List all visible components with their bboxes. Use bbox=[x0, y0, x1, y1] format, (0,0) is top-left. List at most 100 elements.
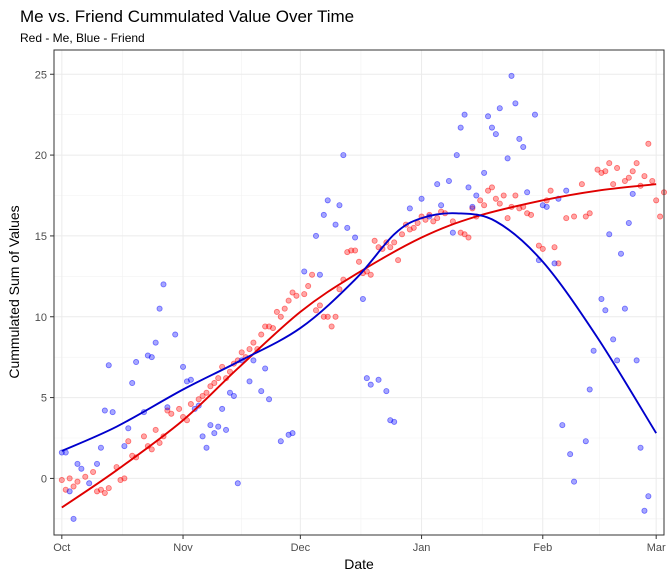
data-point bbox=[70, 483, 77, 490]
data-point bbox=[74, 478, 81, 485]
data-point bbox=[176, 405, 183, 412]
data-point bbox=[641, 173, 648, 180]
data-point bbox=[473, 192, 480, 199]
data-point bbox=[621, 177, 628, 184]
data-point bbox=[637, 444, 644, 451]
data-point bbox=[563, 215, 570, 222]
y-tick-label: 5 bbox=[41, 393, 47, 405]
trend-line bbox=[61, 212, 657, 452]
data-point bbox=[602, 307, 609, 314]
data-point bbox=[625, 174, 632, 181]
data-point bbox=[657, 213, 664, 220]
data-point bbox=[187, 401, 194, 408]
data-point bbox=[156, 305, 163, 312]
data-point bbox=[363, 268, 370, 275]
data-point bbox=[340, 152, 347, 159]
data-point bbox=[582, 213, 589, 220]
data-point bbox=[352, 247, 359, 254]
data-point bbox=[488, 184, 495, 191]
data-point bbox=[610, 181, 617, 188]
x-tick-label: Nov bbox=[173, 542, 193, 554]
data-point bbox=[148, 446, 155, 453]
data-point bbox=[418, 195, 425, 202]
data-point bbox=[586, 210, 593, 217]
data-point bbox=[172, 331, 179, 338]
data-point bbox=[453, 152, 460, 159]
data-point bbox=[238, 349, 245, 356]
data-point bbox=[449, 229, 456, 236]
data-point bbox=[465, 184, 472, 191]
data-point bbox=[78, 465, 85, 472]
data-point bbox=[121, 475, 128, 482]
data-point bbox=[469, 205, 476, 212]
data-point bbox=[164, 404, 171, 411]
data-point bbox=[316, 271, 323, 278]
data-point bbox=[94, 460, 101, 467]
data-point bbox=[629, 190, 636, 197]
data-point bbox=[504, 155, 511, 162]
data-point bbox=[438, 202, 445, 209]
data-point bbox=[551, 260, 558, 267]
data-point bbox=[465, 234, 472, 241]
data-point bbox=[481, 169, 488, 176]
data-point bbox=[367, 271, 374, 278]
y-axis-title: Cummulated Sum of Values bbox=[6, 205, 22, 378]
data-point bbox=[223, 426, 230, 433]
data-point bbox=[289, 430, 296, 437]
data-point bbox=[152, 339, 159, 346]
data-point bbox=[610, 336, 617, 343]
data-point bbox=[74, 460, 81, 467]
data-point bbox=[528, 211, 535, 218]
data-point bbox=[352, 234, 359, 241]
data-point bbox=[504, 215, 511, 222]
data-point bbox=[551, 244, 558, 251]
data-point bbox=[512, 100, 519, 107]
data-point bbox=[168, 410, 175, 417]
data-point bbox=[215, 423, 222, 430]
data-point bbox=[246, 346, 253, 353]
x-tick-label: Oct bbox=[53, 542, 70, 554]
data-point bbox=[445, 177, 452, 184]
data-point bbox=[406, 205, 413, 212]
data-point bbox=[410, 224, 417, 231]
data-point bbox=[367, 381, 374, 388]
y-tick-label: 0 bbox=[41, 473, 47, 485]
x-tick-label: Mar bbox=[647, 542, 666, 554]
trend-lines bbox=[61, 183, 657, 509]
data-point bbox=[101, 407, 108, 414]
data-point bbox=[391, 418, 398, 425]
data-point bbox=[461, 111, 468, 118]
data-point bbox=[363, 375, 370, 382]
data-point bbox=[320, 211, 327, 218]
data-point bbox=[571, 478, 578, 485]
data-point bbox=[586, 386, 593, 393]
data-point bbox=[629, 168, 636, 175]
data-point bbox=[606, 160, 613, 167]
data-point bbox=[324, 313, 331, 320]
data-point bbox=[399, 231, 406, 238]
y-tick-label: 15 bbox=[35, 231, 47, 243]
data-point bbox=[140, 433, 147, 440]
data-point bbox=[395, 257, 402, 264]
data-point bbox=[645, 493, 652, 500]
data-point bbox=[86, 480, 93, 487]
data-point bbox=[203, 389, 210, 396]
data-point bbox=[492, 195, 499, 202]
data-point bbox=[598, 295, 605, 302]
data-point bbox=[563, 187, 570, 194]
y-tick-label: 25 bbox=[35, 69, 47, 81]
data-point bbox=[332, 221, 339, 228]
data-point bbox=[359, 295, 366, 302]
data-point bbox=[625, 219, 632, 226]
data-point bbox=[109, 409, 116, 416]
data-point bbox=[355, 258, 362, 265]
data-point bbox=[496, 105, 503, 112]
data-point bbox=[66, 488, 73, 495]
data-point bbox=[434, 181, 441, 188]
data-point bbox=[312, 232, 319, 239]
data-point bbox=[508, 72, 515, 79]
data-point bbox=[614, 357, 621, 364]
data-point bbox=[250, 339, 257, 346]
